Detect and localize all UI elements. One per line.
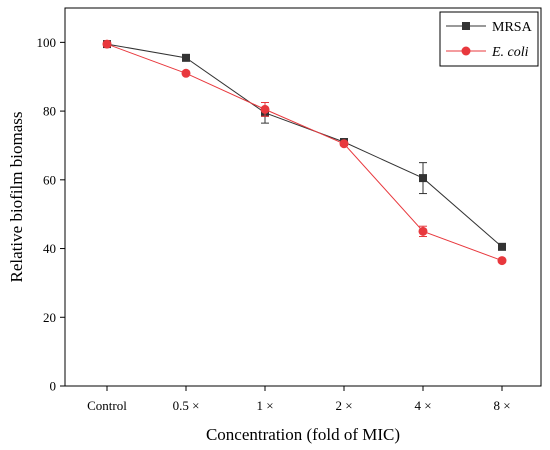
data-point-mrsa <box>419 174 427 183</box>
y-tick-label: 60 <box>43 172 56 187</box>
data-point-ecoli <box>260 104 270 114</box>
plot-frame <box>64 7 542 387</box>
legend-box <box>439 11 539 67</box>
y-axis-title: Relative biofilm biomass <box>7 112 26 283</box>
legend-marker-ecoli <box>461 46 471 56</box>
legend-label-ecoli: E. coli <box>491 45 529 60</box>
y-tick-label: 0 <box>50 379 57 394</box>
series-line-ecoli <box>106 43 503 262</box>
x-tick-label: Control <box>87 398 127 413</box>
y-tick-label: 80 <box>43 104 56 119</box>
y-tick-label: 20 <box>43 310 56 325</box>
legend-marker-mrsa <box>462 22 470 30</box>
x-axis-title: Concentration (fold of MIC) <box>206 425 400 444</box>
series-layer <box>102 39 507 266</box>
data-point-ecoli <box>497 256 507 266</box>
y-tick-label: 100 <box>37 35 57 50</box>
legend: MRSA E. coli <box>439 11 539 67</box>
data-point-ecoli <box>102 39 112 49</box>
x-tick-label: 8 × <box>493 398 510 413</box>
y-tick-label: 40 <box>43 241 56 256</box>
x-tick-label: 2 × <box>335 398 352 413</box>
legend-label-mrsa: MRSA <box>492 20 533 35</box>
x-tick-label: 1 × <box>256 398 273 413</box>
data-point-ecoli <box>339 139 349 149</box>
x-tick-label: 0.5 × <box>173 398 200 413</box>
y-axis: 0 20 40 60 80 100 <box>37 35 65 394</box>
x-axis: Control 0.5 × 1 × 2 × 4 × 8 × <box>87 386 511 413</box>
data-point-ecoli <box>181 68 191 78</box>
data-point-mrsa <box>498 242 506 251</box>
series-line-mrsa <box>106 43 503 248</box>
x-tick-label: 4 × <box>414 398 431 413</box>
data-point-mrsa <box>182 53 190 62</box>
data-point-ecoli <box>418 226 428 236</box>
